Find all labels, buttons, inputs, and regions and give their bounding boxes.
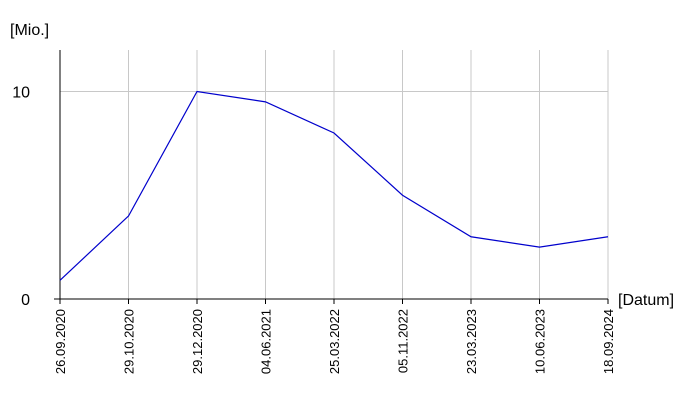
x-tick-label: 25.03.2022 xyxy=(327,309,342,374)
x-tick-label: 23.03.2023 xyxy=(464,309,479,374)
x-axis-label: [Datum] xyxy=(618,292,674,309)
x-tick-label: 04.06.2021 xyxy=(259,309,274,374)
y-tick-label: 0 xyxy=(21,292,30,309)
x-tick-label: 05.11.2022 xyxy=(396,309,411,373)
x-tick-label: 10.06.2023 xyxy=(533,309,548,374)
x-tick-label: 18.09.2024 xyxy=(601,309,616,374)
y-tick-label: 10 xyxy=(12,85,30,102)
x-tick-label: 29.10.2020 xyxy=(122,309,137,374)
x-tick-label: 29.12.2020 xyxy=(190,309,205,374)
y-axis-label: [Mio.] xyxy=(10,22,49,39)
line xyxy=(59,90,609,281)
x-tick-label: 26.09.2020 xyxy=(53,309,68,374)
